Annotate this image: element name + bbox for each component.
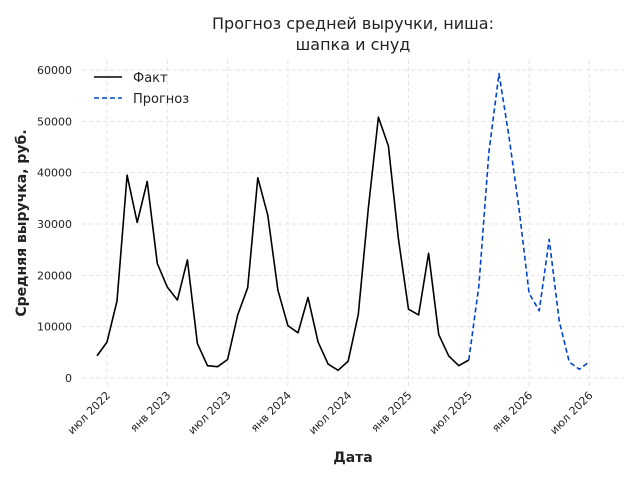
legend: Факт Прогноз [94,71,189,107]
y-tick-label: 40000 [37,167,72,180]
chart-title-line1: Прогноз средней выручки, ниша: [212,14,494,33]
legend-label-forecast: Прогноз [133,92,189,107]
y-tick-label: 10000 [37,321,72,334]
series-line-fact [96,116,470,372]
chart-title-line2: шапка и снуд [296,35,411,54]
y-axis-ticks: 0 10000 20000 30000 40000 50000 60000 [37,64,72,385]
y-tick-label: 60000 [37,64,72,77]
y-tick-label: 0 [65,372,72,385]
x-tick-label: июл 2025 [427,389,475,437]
x-tick-label: янв 2024 [248,389,294,435]
y-tick-label: 20000 [37,269,72,282]
series-layer [96,72,590,372]
legend-label-fact: Факт [133,71,168,86]
x-tick-label: янв 2023 [128,389,174,435]
series-line-forecast [468,72,590,371]
x-tick-label: июл 2022 [65,389,113,437]
x-axis-label: Дата [333,450,372,466]
x-tick-label: июл 2026 [547,389,595,437]
y-axis-label: Средняя выручка, руб. [14,129,30,316]
x-tick-label: июл 2023 [186,389,234,437]
x-tick-label: янв 2025 [369,389,415,435]
x-axis-ticks: июл 2022 янв 2023 июл 2023 янв 2024 июл 2024… [65,389,595,437]
grid-lines [82,60,624,386]
x-tick-label: июл 2024 [306,389,354,437]
y-tick-label: 50000 [37,115,72,128]
x-tick-label: янв 2026 [489,389,535,435]
y-tick-label: 30000 [37,218,72,231]
